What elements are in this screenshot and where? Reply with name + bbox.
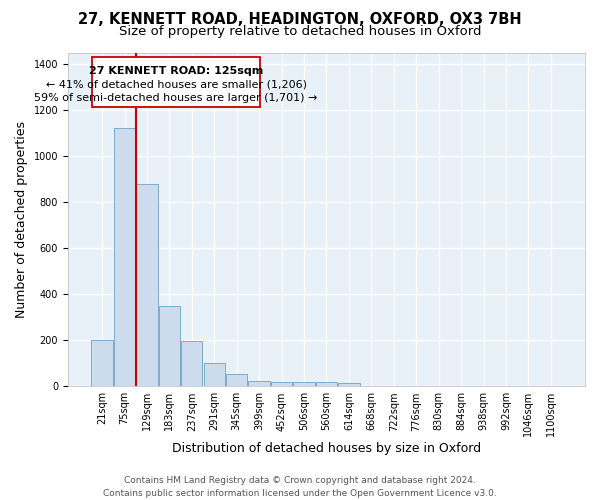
FancyBboxPatch shape [92, 57, 260, 106]
Bar [293, 382, 314, 386]
Bar [159, 306, 180, 386]
Bar [91, 340, 113, 386]
Text: Size of property relative to detached houses in Oxford: Size of property relative to detached ho… [119, 25, 481, 38]
Bar [136, 184, 158, 386]
Bar [114, 128, 135, 386]
Bar [271, 382, 292, 386]
Text: 27, KENNETT ROAD, HEADINGTON, OXFORD, OX3 7BH: 27, KENNETT ROAD, HEADINGTON, OXFORD, OX… [78, 12, 522, 28]
Text: 59% of semi-detached houses are larger (1,701) →: 59% of semi-detached houses are larger (… [34, 92, 318, 102]
Bar [338, 383, 359, 386]
Bar [181, 342, 202, 386]
Text: ← 41% of detached houses are smaller (1,206): ← 41% of detached houses are smaller (1,… [46, 80, 307, 90]
Text: Contains HM Land Registry data © Crown copyright and database right 2024.
Contai: Contains HM Land Registry data © Crown c… [103, 476, 497, 498]
Bar [203, 364, 225, 386]
Text: 27 KENNETT ROAD: 125sqm: 27 KENNETT ROAD: 125sqm [89, 66, 263, 76]
Bar [226, 374, 247, 386]
Bar [248, 380, 270, 386]
Bar [316, 382, 337, 386]
X-axis label: Distribution of detached houses by size in Oxford: Distribution of detached houses by size … [172, 442, 481, 455]
Y-axis label: Number of detached properties: Number of detached properties [15, 121, 28, 318]
